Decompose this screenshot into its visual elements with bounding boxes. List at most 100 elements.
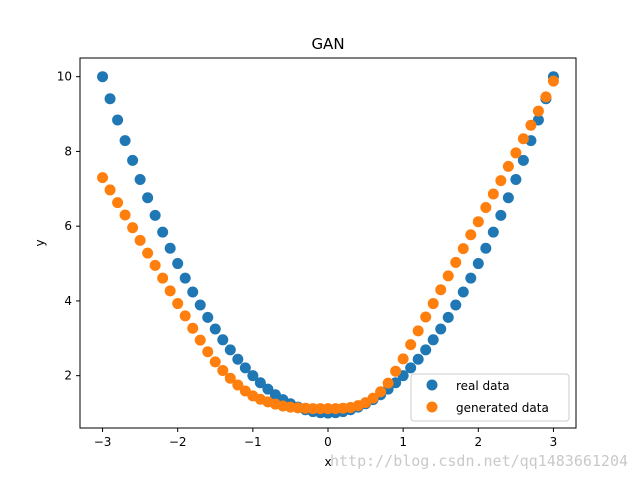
generated-data-point (202, 346, 214, 358)
watermark-url: http://blog.csdn.net/qq1483661204 (330, 452, 628, 470)
generated-data-point (525, 119, 537, 131)
legend-box (410, 373, 570, 422)
real-data-point (179, 272, 191, 284)
generated-data-point (427, 298, 439, 310)
legend-marker-generated-data (426, 401, 438, 413)
real-data-point (450, 299, 462, 311)
real-data-point (157, 226, 169, 238)
x-tick-label: 2 (474, 435, 482, 449)
real-data-point (97, 71, 109, 83)
x-tick-label: 3 (550, 435, 558, 449)
real-data-point (134, 173, 146, 185)
real-data-point (502, 192, 514, 204)
generated-data-point (465, 229, 477, 241)
generated-data-point (540, 91, 552, 103)
generated-data-point (420, 311, 432, 323)
y-tick-label: 10 (57, 70, 72, 84)
real-data-point (510, 173, 522, 185)
generated-data-point (314, 403, 326, 415)
generated-data-point (97, 172, 109, 184)
real-data-point (487, 226, 499, 238)
generated-data-point (112, 197, 124, 209)
chart-title: GAN (311, 35, 344, 53)
generated-data-point (495, 175, 507, 187)
generated-data-point (322, 403, 334, 415)
x-tick-label: −2 (169, 435, 187, 449)
y-axis-label: y (33, 239, 47, 246)
generated-data-point (142, 247, 154, 259)
real-data-point (104, 93, 116, 105)
generated-data-point (187, 322, 199, 334)
real-data-point (442, 311, 454, 323)
generated-data-point (517, 133, 529, 145)
real-data-point (517, 154, 529, 166)
generated-data-point (480, 201, 492, 213)
real-data-point (187, 286, 199, 298)
generated-data-point (172, 298, 184, 310)
generated-data-point (457, 243, 469, 255)
real-data-point (119, 135, 131, 147)
generated-data-point (149, 259, 161, 271)
real-data-point (457, 286, 469, 298)
real-data-point (232, 353, 244, 365)
generated-data-point (104, 184, 116, 196)
x-tick-label: −3 (94, 435, 112, 449)
real-data-point (405, 362, 417, 374)
generated-data-point (127, 222, 139, 234)
generated-data-point (397, 353, 409, 365)
generated-data-point (209, 356, 221, 368)
real-data-point (412, 353, 424, 365)
generated-data-point (442, 270, 454, 282)
real-data-point (209, 323, 221, 335)
real-data-point (164, 242, 176, 254)
real-data-point (465, 272, 477, 284)
generated-data-point (367, 392, 379, 404)
generated-data-point (224, 372, 236, 384)
real-data-point (254, 377, 266, 389)
generated-data-point (390, 365, 402, 377)
generated-data-points (97, 75, 559, 415)
legend-label-real-data: real data (456, 379, 510, 393)
generated-data-point (450, 256, 462, 268)
generated-data-point (472, 216, 484, 228)
y-tick-label: 8 (64, 144, 72, 158)
x-axis-ticks: −3 −2 −1 0 1 2 3 (94, 428, 558, 449)
generated-data-point (375, 386, 387, 398)
generated-data-point (382, 377, 394, 389)
generated-data-point (487, 188, 499, 200)
generated-data-point (119, 209, 131, 221)
x-tick-label: −1 (244, 435, 262, 449)
real-data-point (224, 344, 236, 356)
real-data-point (262, 383, 274, 395)
legend-marker-real-data (426, 379, 438, 391)
real-data-point (142, 192, 154, 204)
generated-data-point (232, 379, 244, 391)
real-data-point (202, 311, 214, 323)
real-data-point (149, 209, 161, 221)
real-data-point (127, 154, 139, 166)
generated-data-point (547, 75, 559, 87)
real-data-point (495, 209, 507, 221)
generated-data-point (412, 325, 424, 337)
generated-data-point (502, 160, 514, 172)
generated-data-point (134, 234, 146, 246)
y-axis-ticks: 2 4 6 8 10 (57, 70, 80, 383)
generated-data-point (194, 334, 206, 346)
generated-data-point (435, 284, 447, 296)
real-data-point (427, 334, 439, 346)
legend-label-generated-data: generated data (456, 401, 549, 415)
real-data-point (472, 258, 484, 270)
real-data-point (247, 370, 259, 382)
generated-data-point (510, 147, 522, 159)
generated-data-point (157, 272, 169, 284)
generated-data-point (532, 105, 544, 117)
real-data-point (239, 362, 251, 374)
generated-data-point (405, 339, 417, 351)
real-data-point (217, 334, 229, 346)
real-data-point (420, 344, 432, 356)
real-data-point (112, 114, 124, 126)
x-axis-label: x (324, 455, 331, 469)
real-data-point (194, 299, 206, 311)
generated-data-point (164, 285, 176, 297)
